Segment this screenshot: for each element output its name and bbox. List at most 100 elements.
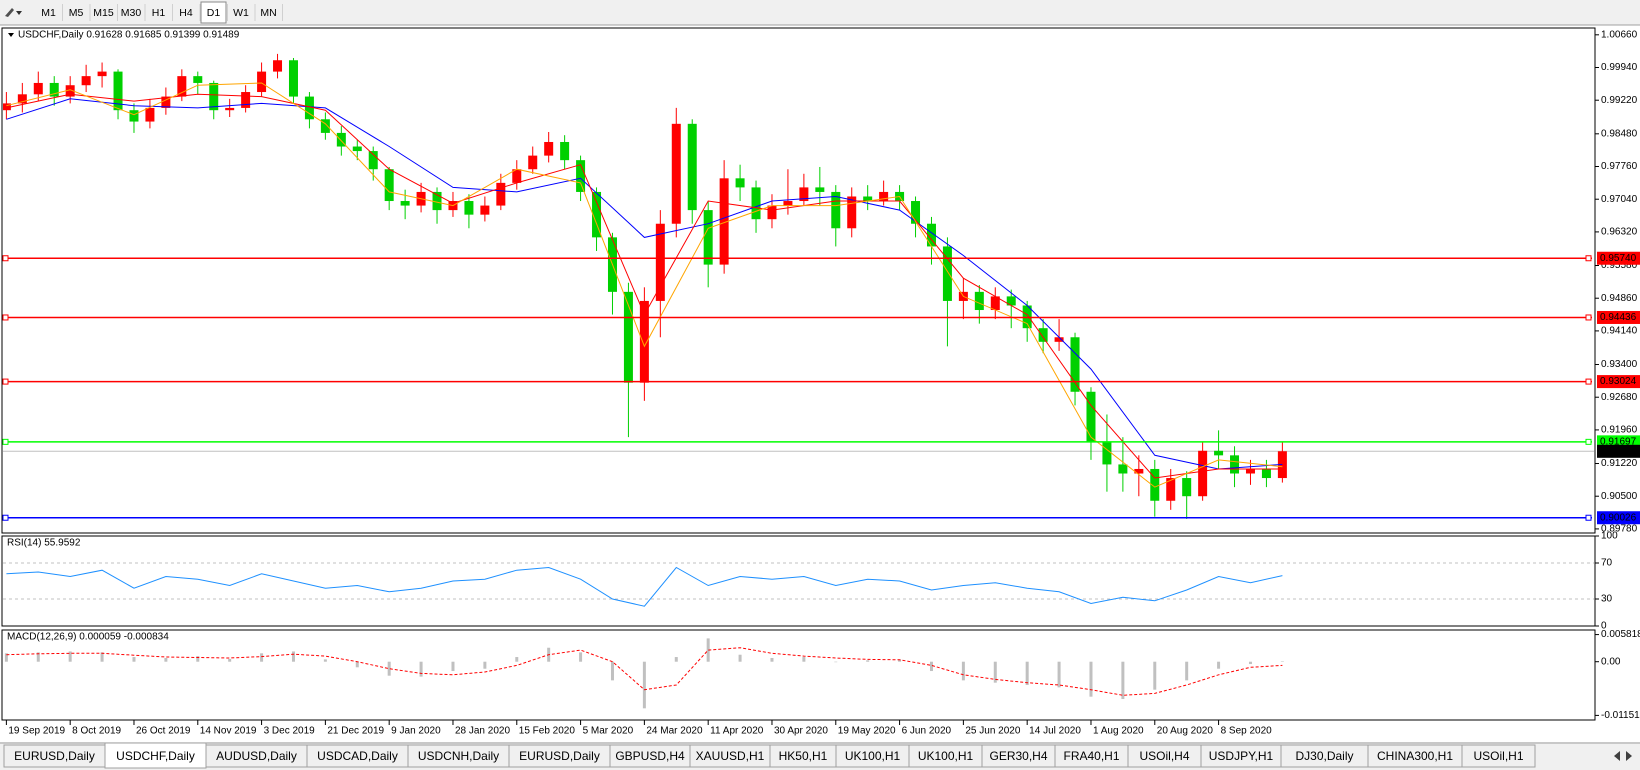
symbol-menu-icon[interactable] <box>8 33 14 37</box>
timeframe-button[interactable]: M5 <box>69 4 91 21</box>
tab-label: EURUSD,Daily <box>519 749 600 763</box>
level-anchor[interactable] <box>2 514 9 521</box>
level-anchor[interactable] <box>2 438 9 445</box>
timeframe-label: H1 <box>152 7 166 19</box>
y-tick-label: 0.94860 <box>1601 293 1638 304</box>
x-tick-label: 26 Oct 2019 <box>136 726 191 737</box>
indicator-line <box>6 98 1283 470</box>
level-anchor[interactable] <box>1585 378 1592 385</box>
level-anchor[interactable] <box>1585 314 1592 321</box>
chart-tab[interactable]: USDJPY,H1 <box>1200 744 1282 768</box>
y-tick-label: 1.00660 <box>1601 29 1638 40</box>
candle-body <box>1134 468 1144 474</box>
timeframe-button[interactable]: W1 <box>233 4 256 21</box>
level-anchor[interactable] <box>2 314 9 321</box>
chart-tab[interactable]: USOil,H4 <box>1127 744 1202 768</box>
tab-label: UK100,H1 <box>845 749 901 763</box>
histogram-bar <box>929 661 933 672</box>
candle-body <box>783 201 793 206</box>
y-tick-label: 0.89780 <box>1601 524 1638 535</box>
histogram-bar <box>387 661 391 676</box>
histogram-bar <box>164 657 168 662</box>
tab-label: USOil,H1 <box>1473 749 1523 763</box>
timeframe-button[interactable]: M1 <box>41 4 63 21</box>
histogram-bar <box>898 659 902 662</box>
candle-body <box>1182 478 1192 497</box>
candle-body <box>671 123 681 224</box>
histogram-bar <box>610 661 614 681</box>
chart-tab[interactable]: XAUUSD,H1 <box>689 744 771 768</box>
timeframe-button[interactable]: M30 <box>121 4 146 21</box>
level-anchor[interactable] <box>1585 514 1592 521</box>
histogram-bar <box>738 654 742 662</box>
chart-tab[interactable]: DJ30,Daily <box>1280 744 1369 768</box>
tool-menu[interactable] <box>5 8 22 17</box>
y-tick-label: 70 <box>1601 558 1613 569</box>
tab-scroll[interactable] <box>1614 751 1632 761</box>
histogram-bar <box>770 657 774 662</box>
histogram-bar <box>1057 661 1061 688</box>
level-anchor[interactable] <box>1585 255 1592 262</box>
timeframe-label: M5 <box>69 7 84 19</box>
toolbar <box>0 0 1640 25</box>
x-tick-label: 19 Sep 2019 <box>8 726 65 737</box>
chart-tab[interactable]: USDCAD,Daily <box>306 744 409 768</box>
chart-tab[interactable]: UK100,H1 <box>835 744 910 768</box>
candle-body <box>209 82 219 111</box>
timeframe-button[interactable]: MN <box>260 4 283 21</box>
x-tick-label: 28 Jan 2020 <box>455 726 510 737</box>
candle-body <box>496 182 506 206</box>
y-tick-label: 0.97760 <box>1601 161 1638 172</box>
chart-tab[interactable]: USDCNH,Daily <box>407 744 510 768</box>
histogram-bar <box>68 651 72 662</box>
timeframe-button[interactable]: H1 <box>152 4 173 21</box>
level-anchor[interactable] <box>1585 438 1592 445</box>
y-tick-label: 0.005818 <box>1601 629 1640 640</box>
level-anchor[interactable] <box>2 255 9 262</box>
candle-body <box>592 191 602 238</box>
level-anchor[interactable] <box>2 378 9 385</box>
chart-tab[interactable]: EURUSD,Daily <box>508 744 611 768</box>
chart-tab[interactable]: AUDUSD,Daily <box>205 744 308 768</box>
x-tick-label: 1 Aug 2020 <box>1093 726 1144 737</box>
tab-label: GBPUSD,H4 <box>615 749 685 763</box>
scroll-left[interactable] <box>1614 751 1620 761</box>
chart-tab[interactable]: USOil,H1 <box>1461 744 1536 768</box>
chart-tab[interactable]: USDCHF,Daily <box>104 742 207 769</box>
x-tick-label: 19 May 2020 <box>838 726 896 737</box>
histogram-bar <box>355 661 359 668</box>
tab-label: XAUUSD,H1 <box>696 749 765 763</box>
chart-tab[interactable]: GBPUSD,H4 <box>609 744 691 768</box>
candle-body <box>815 187 825 192</box>
chart-tab[interactable]: UK100,H1 <box>908 744 983 768</box>
indicator-line <box>6 93 1283 479</box>
y-tick-label: 0 <box>1601 621 1607 632</box>
indicator-line <box>6 566 1283 607</box>
histogram-bar <box>674 657 678 662</box>
chart-tab[interactable]: GER30,H4 <box>981 744 1056 768</box>
candle-body <box>352 146 362 152</box>
candle-body <box>831 191 841 229</box>
y-tick-label: 0.00 <box>1601 656 1621 667</box>
chart-panel: USDCHF,Daily 0.91628 0.91685 0.91399 0.9… <box>1 27 1640 535</box>
timeframe-button[interactable]: H4 <box>179 4 201 21</box>
histogram-bar <box>993 661 997 683</box>
chart-tab[interactable]: EURUSD,Daily <box>3 744 106 768</box>
candle-body <box>336 132 346 147</box>
chart-tab[interactable]: CHINA300,H1 <box>1367 744 1463 768</box>
price-label: 0.94436 <box>1600 312 1637 323</box>
timeframe-button[interactable]: D1 <box>200 1 228 24</box>
candle-body <box>1070 337 1080 392</box>
price-label-box <box>1597 511 1640 525</box>
timeframe-button[interactable]: M15 <box>93 4 118 21</box>
histogram-bar <box>132 657 136 662</box>
candle-body <box>193 76 203 83</box>
candle-body <box>1214 450 1224 456</box>
chart-tab[interactable]: HK50,H1 <box>769 744 837 768</box>
chart-tab[interactable]: FRA40,H1 <box>1054 744 1129 768</box>
candle-body <box>65 85 75 97</box>
scroll-right[interactable] <box>1626 751 1632 761</box>
histogram-bar <box>1217 661 1221 669</box>
histogram-bar <box>642 661 646 709</box>
x-tick-label: 20 Aug 2020 <box>1157 726 1214 737</box>
